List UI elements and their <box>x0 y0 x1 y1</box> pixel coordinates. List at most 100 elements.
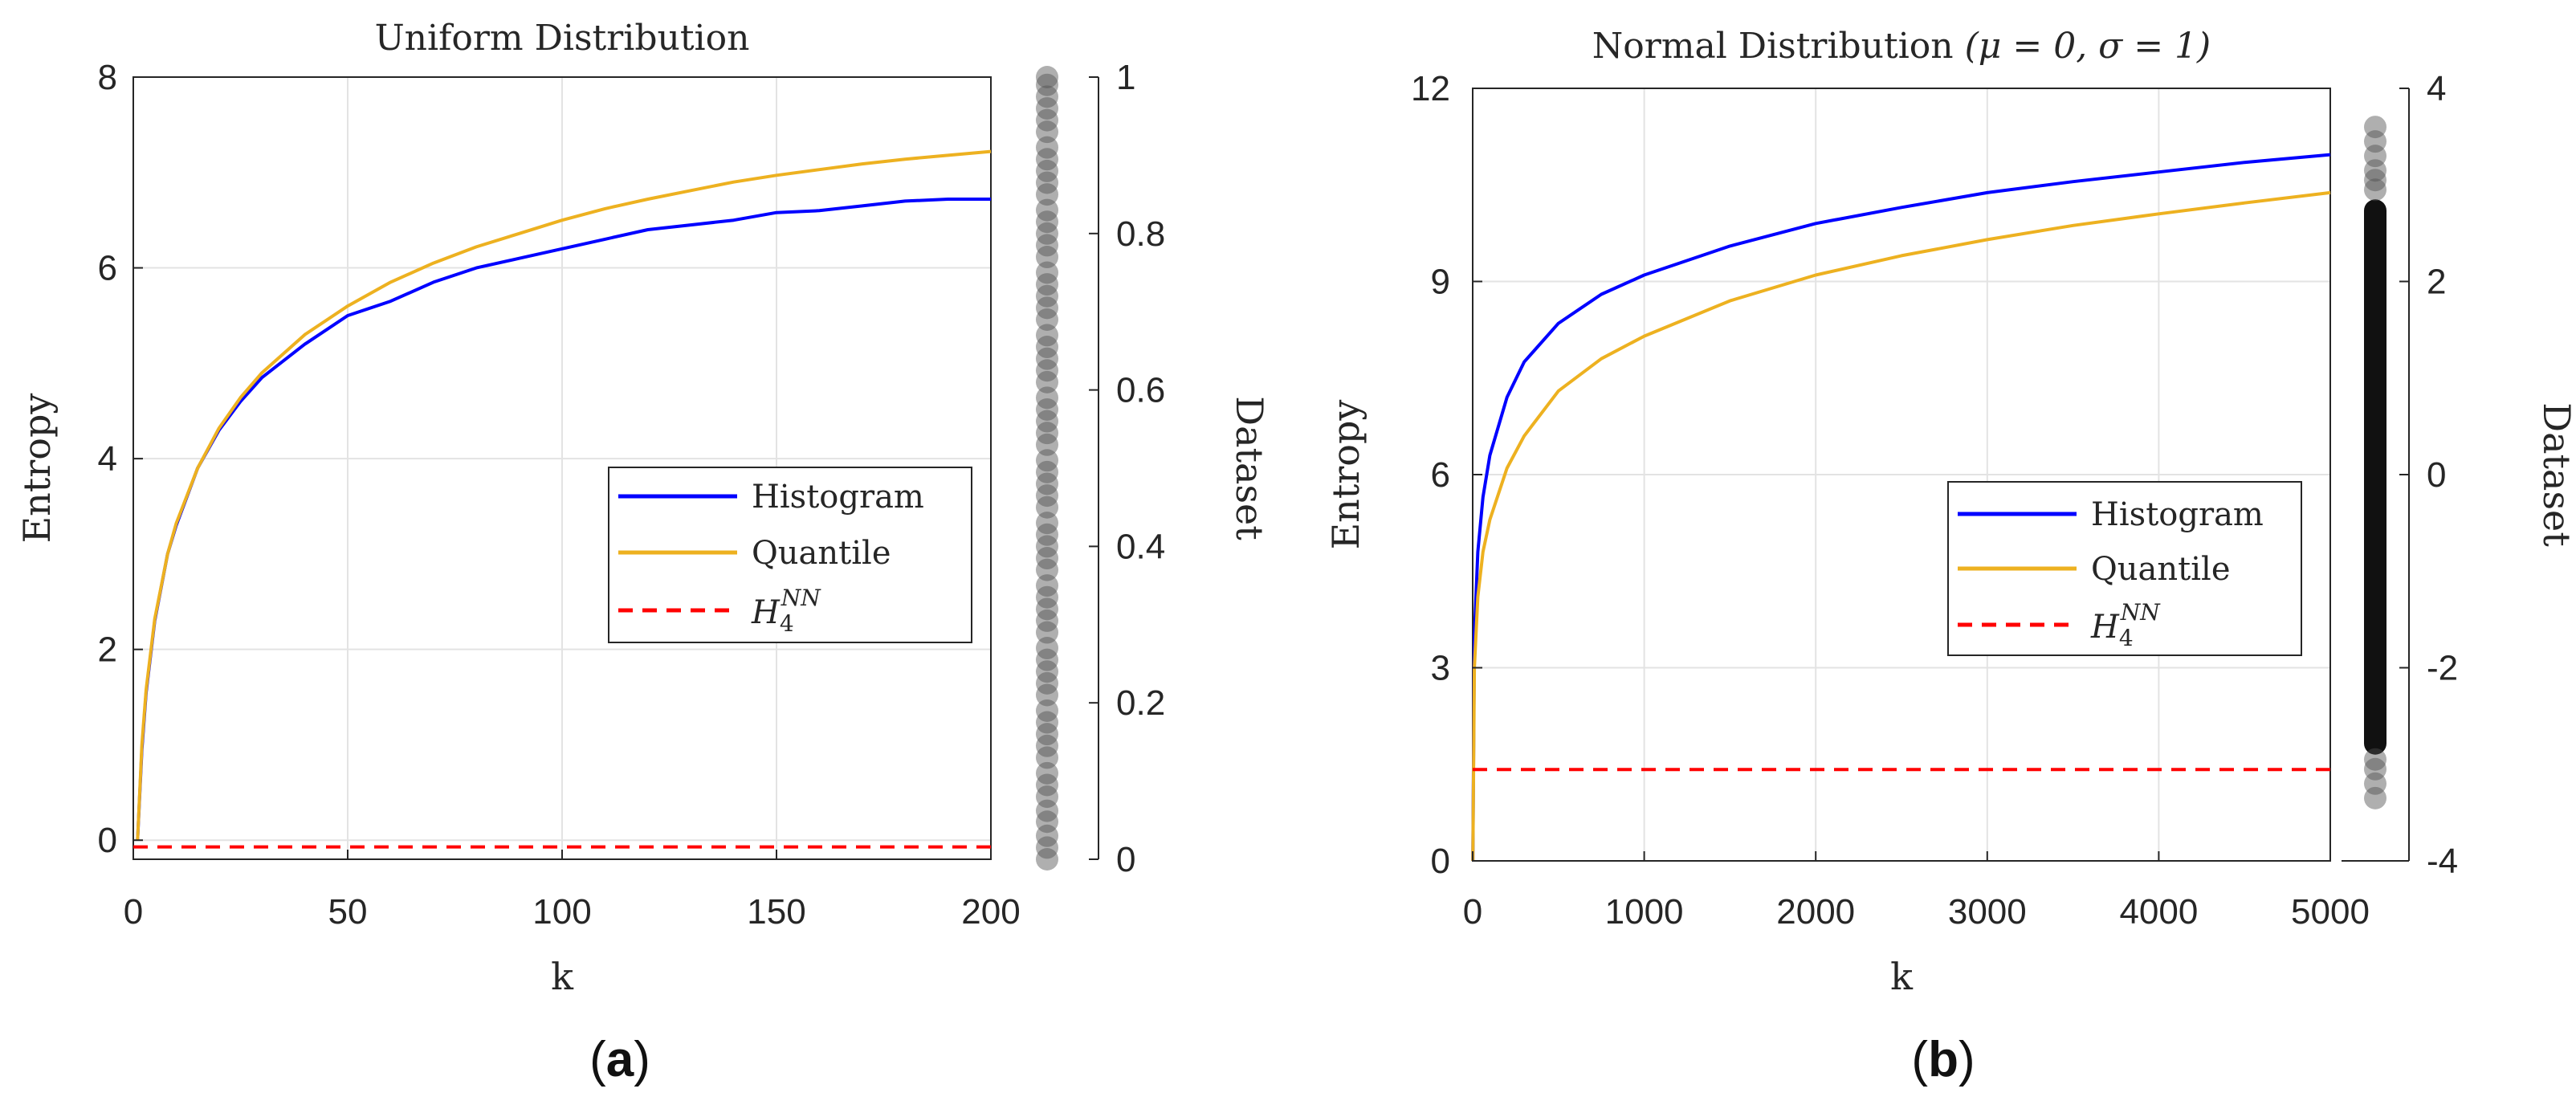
x-ticks-b: 0 1000 2000 3000 4000 5000 <box>1463 851 2370 932</box>
dataset-point <box>1036 621 1058 644</box>
dataset-point <box>1036 585 1058 609</box>
chart-title-b-main: Normal Distribution <box>1592 26 1954 67</box>
dataset-point <box>2364 169 2386 192</box>
x-tick-label: 200 <box>961 892 1020 932</box>
dataset-point <box>1036 108 1058 132</box>
dataset-point <box>1036 734 1058 757</box>
dataset-point <box>1036 683 1058 707</box>
dataset-point <box>1036 198 1058 222</box>
dataset-ticks-a: 0 0.2 0.4 0.6 0.8 1 <box>1089 58 1165 879</box>
y-tick-label: 6 <box>1431 455 1450 495</box>
dataset-tick-label: 0.8 <box>1116 214 1165 254</box>
dataset-point <box>1036 609 1058 632</box>
series-line-quantile <box>1471 190 2331 862</box>
legend-label-histogram-a: Histogram <box>752 479 924 516</box>
dataset-point <box>1036 535 1058 558</box>
dataset-point <box>1036 85 1058 108</box>
dataset-point <box>1036 836 1058 859</box>
y-ticks-b: 0 3 6 9 12 <box>1411 69 1482 881</box>
y-tick-label: 3 <box>1431 649 1450 688</box>
legend-hnn-sub-b: 4 <box>2119 625 2134 651</box>
legend-b: Histogram Quantile H4NN <box>1947 481 2302 656</box>
dataset-point <box>1036 183 1058 206</box>
dataset-point <box>2364 786 2386 809</box>
x-ticks-a: 0 50 100 150 200 <box>124 850 1021 932</box>
y-tick-label: 12 <box>1411 69 1450 108</box>
dataset-point <box>1036 648 1058 671</box>
chart-title-b-params: (μ = 0, σ = 1) <box>1965 26 2211 67</box>
dataset-point <box>1036 73 1058 96</box>
dataset-point <box>1036 284 1058 308</box>
dataset-point <box>1036 120 1058 144</box>
legend-label-hnn-b: H4NN <box>2090 599 2161 651</box>
dataset-point <box>2364 145 2386 168</box>
dataset-point <box>2364 178 2386 202</box>
x-tick-label: 0 <box>124 892 143 932</box>
dataset-strip-a <box>1036 66 1058 871</box>
dataset-point <box>1036 159 1058 182</box>
dataset-point <box>1036 472 1058 495</box>
dataset-point <box>1036 96 1058 120</box>
dataset-point <box>1036 671 1058 695</box>
dataset-point <box>1036 433 1058 456</box>
dataset-point <box>1036 495 1058 519</box>
chart-title-b: Normal Distribution (μ = 0, σ = 1) <box>1592 26 2211 67</box>
dataset-point <box>1036 460 1058 483</box>
dataset-point <box>2364 130 2386 153</box>
y-tick-label: 0 <box>98 821 117 860</box>
dataset-tick-label: 4 <box>2427 69 2446 108</box>
x-tick-label: 150 <box>747 892 805 932</box>
y-tick-label: 0 <box>1431 842 1450 881</box>
dataset-point <box>1036 410 1058 433</box>
dataset-point <box>1036 773 1058 797</box>
dataset-tick-label: 0.2 <box>1116 683 1165 723</box>
dataset-tick-label: 2 <box>2427 263 2446 302</box>
dataset-point <box>1036 761 1058 785</box>
dataset-point <box>1036 324 1058 347</box>
caption-a: (a) <box>589 1032 650 1087</box>
y-tick-label: 4 <box>98 439 117 479</box>
x-tick-label: 0 <box>1463 892 1482 932</box>
dataset-point <box>1036 848 1058 871</box>
series-line-quantile <box>136 149 992 841</box>
dataset-point <box>1036 148 1058 171</box>
dataset-point <box>2364 772 2386 795</box>
y-tick-label: 6 <box>98 249 117 288</box>
dataset-tick-label: 0 <box>1116 840 1135 879</box>
x-tick-label: 1000 <box>1605 892 1684 932</box>
y-ticks-a: 0 2 4 6 8 <box>98 58 143 860</box>
dataset-point <box>1036 222 1058 245</box>
legend-label-quantile-a: Quantile <box>752 535 891 572</box>
legend-hnn-main-b: H <box>2090 609 2120 646</box>
dataset-point <box>1036 660 1058 683</box>
dataset-point <box>1036 398 1058 421</box>
dataset-point <box>1036 66 1058 88</box>
dataset-point <box>1036 824 1058 847</box>
dataset-tick-label: 1 <box>1116 58 1135 97</box>
dataset-point <box>1036 449 1058 472</box>
panel-b: 0 1000 2000 3000 4000 5000 0 3 6 9 12 Normal Dist… <box>1324 26 2576 1087</box>
dataset-point <box>2364 748 2386 771</box>
dataset-point <box>1036 308 1058 331</box>
dataset-strip-b <box>2364 116 2386 809</box>
dataset-point <box>1036 723 1058 746</box>
dataset-point <box>1036 785 1058 809</box>
dataset-point <box>1036 523 1058 546</box>
y-tick-label: 9 <box>1431 263 1450 302</box>
series-group-b <box>1471 153 2331 862</box>
dataset-point <box>2364 159 2386 182</box>
dataset-axis-label-b: Dataset <box>2535 402 2576 547</box>
dataset-point <box>1036 597 1058 621</box>
dataset-point <box>2364 757 2386 781</box>
dataset-point <box>1036 699 1058 722</box>
x-tick-label: 5000 <box>2291 892 2370 932</box>
legend-a: Histogram Quantile H4NN <box>608 467 972 643</box>
dataset-point <box>1036 347 1058 370</box>
dataset-point <box>2364 116 2386 139</box>
dataset-point <box>1036 512 1058 535</box>
dataset-point <box>1036 273 1058 296</box>
dataset-point <box>1036 359 1058 382</box>
dataset-point <box>1036 136 1058 159</box>
